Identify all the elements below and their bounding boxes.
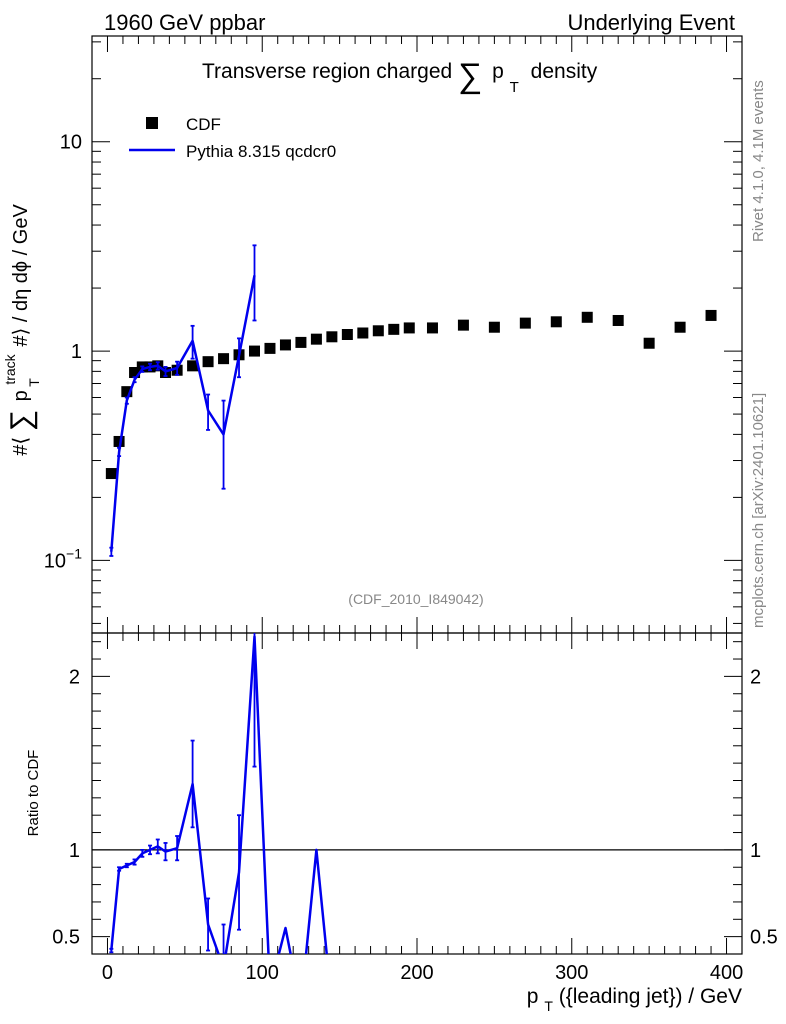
cdf-point — [426, 322, 438, 334]
chart-title-suffix: density — [531, 60, 598, 83]
cdf-point — [357, 327, 369, 339]
cdf-point — [249, 345, 260, 357]
ylabel-p: p — [10, 390, 32, 401]
axis-tick-labels: 0 100 200 300 400 10 1 10−1 2 2 1 1 0.5 0.5 — [44, 132, 778, 984]
main-series — [105, 244, 717, 557]
legend-cdf-label: CDF — [186, 115, 221, 134]
ratio-y-tick-label-right: 0.5 — [750, 927, 778, 949]
x-tick-label: 100 — [246, 962, 279, 984]
cdf-point — [372, 325, 384, 337]
cdf-point — [264, 342, 276, 354]
ratio-y-axis-label: Ratio to CDF — [25, 750, 42, 837]
cdf-point — [643, 337, 655, 349]
x-axis-label: p T ({leading jet}) / GeV — [527, 985, 742, 1016]
axis-ticks — [92, 36, 742, 955]
ratio-line — [110, 635, 328, 954]
chart-title-sum: ∑ — [458, 57, 482, 95]
y-axis-label: #⟨ ∑ p track T #⟩ / dη dϕ / GeV — [0, 204, 44, 456]
ratio-y-tick-label-right: 1 — [750, 840, 761, 862]
pythia-line — [110, 275, 256, 552]
cdf-point — [341, 329, 353, 340]
header-left: 1960 GeV ppbar — [104, 10, 265, 35]
cdf-point — [295, 336, 307, 348]
cdf-point — [403, 322, 415, 334]
x-tick-label: 0 — [102, 962, 113, 984]
legend-cdf-marker — [146, 117, 158, 129]
y-tick-label-exp: 10−1 — [44, 545, 82, 572]
cdf-point — [388, 323, 400, 335]
ratio-y-tick-label-left: 1 — [69, 840, 80, 862]
chart-title-T: T — [510, 79, 519, 96]
xlabel-p: p — [527, 985, 539, 1008]
cdf-point — [326, 331, 338, 343]
cdf-point — [105, 468, 117, 480]
chart-title: Transverse region charged ∑ p T density — [202, 57, 598, 97]
cdf-point — [581, 311, 593, 323]
y-tick-label: 10 — [60, 132, 82, 154]
x-tick-label: 300 — [555, 962, 588, 984]
cdf-point — [121, 386, 133, 398]
legend: CDF Pythia 8.315 qcdcr0 — [129, 115, 336, 161]
rivet-info: Rivet 4.1.0, 4.1M events — [750, 80, 767, 242]
cdf-point — [129, 367, 141, 379]
ratio-series — [92, 633, 742, 954]
legend-pythia-label: Pythia 8.315 qcdcr0 — [186, 142, 336, 161]
cdf-point — [187, 360, 199, 372]
ylabel-prefix: #⟨ — [10, 437, 32, 456]
cdf-point — [310, 333, 322, 345]
x-tick-label: 400 — [710, 962, 743, 984]
cdf-point — [457, 319, 469, 331]
ylabel-suffix: #⟩ / dη dϕ / GeV — [10, 204, 32, 347]
chart-title-prefix: Transverse region charged — [202, 60, 452, 83]
xlabel-rest: ({leading jet}) / GeV — [559, 985, 742, 1008]
source-info: mcplots.cern.ch [arXiv:2401.10621] — [750, 393, 767, 628]
cdf-point — [279, 339, 291, 351]
y-tick-label: 1 — [71, 341, 82, 363]
cdf-point — [488, 321, 500, 333]
cdf-point — [550, 316, 562, 328]
ratio-y-tick-label-right: 2 — [750, 666, 761, 688]
cdf-point — [612, 314, 624, 326]
ylabel-sub: T — [26, 378, 42, 387]
ratio-y-tick-label-left: 0.5 — [52, 927, 80, 949]
x-tick-label: 200 — [400, 962, 433, 984]
xlabel-sub: T — [544, 998, 553, 1014]
cdf-point — [519, 317, 531, 329]
cdf-point — [113, 435, 125, 447]
ylabel-sum: ∑ — [5, 410, 38, 431]
ylabel-sup: track — [2, 353, 18, 384]
cdf-point — [674, 321, 686, 333]
analysis-label: (CDF_2010_I849042) — [348, 591, 483, 607]
cdf-point — [705, 309, 717, 321]
cdf-point — [218, 353, 230, 365]
header-right: Underlying Event — [567, 10, 735, 35]
chart-title-p: p — [492, 60, 504, 83]
cdf-point — [202, 356, 214, 368]
ratio-y-tick-label-left: 2 — [69, 666, 80, 688]
